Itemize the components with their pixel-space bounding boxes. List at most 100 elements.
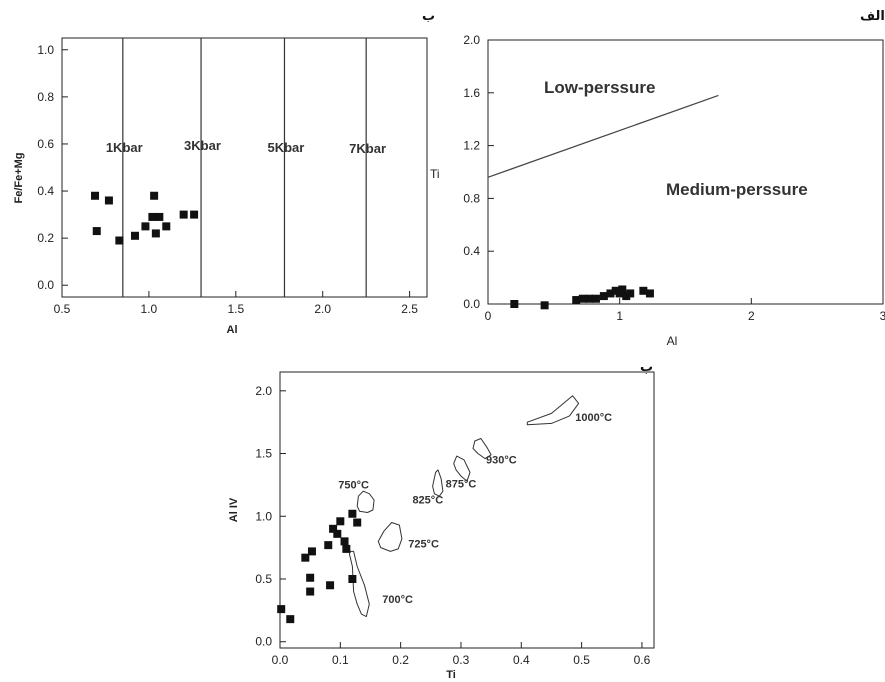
data-point — [151, 229, 160, 238]
temperature-label: 1000°C — [575, 412, 612, 424]
y-tick-label: 0.5 — [255, 572, 272, 586]
panel-ti-al: الف Low-perssure Medium-perssure 0 1 2 3 0.… — [430, 9, 885, 348]
x-tick-label: 1.5 — [227, 302, 244, 316]
panel-letter: الف — [860, 9, 885, 24]
data-point — [333, 529, 342, 538]
y-tick-label: 0.8 — [463, 191, 480, 205]
x-axis-label: Al — [227, 324, 238, 336]
region-label-medium: Medium-perssure — [666, 180, 808, 199]
data-point — [162, 222, 171, 231]
x-axis-label: Ti — [446, 669, 456, 681]
data-point — [91, 191, 100, 200]
y-tick-label: 0.2 — [37, 231, 54, 245]
data-point — [599, 292, 608, 301]
x-tick-label: 0 — [485, 309, 492, 323]
data-point — [179, 210, 188, 219]
x-tick-label: 2.0 — [314, 302, 331, 316]
panel-letter: ب — [422, 9, 435, 24]
x-tick-label: 2.5 — [401, 302, 418, 316]
data-point — [606, 289, 615, 298]
x-tick-label: 0.1 — [332, 653, 349, 667]
temperature-label: 930°C — [486, 455, 517, 467]
data-point — [618, 285, 627, 294]
temperature-label: 700°C — [382, 594, 413, 606]
temperature-label: 725°C — [408, 539, 439, 551]
data-point — [348, 509, 357, 518]
data-point — [329, 524, 338, 533]
x-tick-label: 0.4 — [513, 653, 530, 667]
data-point — [306, 573, 315, 582]
data-point — [148, 212, 157, 221]
data-point — [336, 517, 345, 526]
data-point — [190, 210, 199, 219]
isobar-label: 3Kbar — [184, 138, 221, 153]
y-tick-label: 1.6 — [463, 86, 480, 100]
y-tick-label: 2.0 — [463, 33, 480, 47]
data-point — [92, 227, 101, 236]
temperature-label: 825°C — [412, 495, 443, 507]
data-point — [324, 541, 333, 550]
temperature-field-outline — [432, 469, 444, 497]
y-tick-label: 2.0 — [255, 384, 272, 398]
data-point — [540, 301, 549, 310]
x-axis-label: Al — [667, 334, 678, 348]
data-point — [306, 587, 315, 596]
y-tick-label: 0.6 — [37, 137, 54, 151]
data-point — [639, 286, 648, 295]
x-tick-label: 0.3 — [453, 653, 470, 667]
isobar-label: 1Kbar — [106, 140, 143, 155]
data-point — [141, 222, 150, 231]
data-point — [572, 296, 581, 305]
data-point — [578, 294, 587, 303]
x-tick-label: 1.0 — [141, 302, 158, 316]
y-tick-label: 0.0 — [463, 297, 480, 311]
data-point — [585, 294, 594, 303]
y-tick-label: 0.8 — [37, 90, 54, 104]
data-point — [342, 544, 351, 553]
x-tick-label: 0.5 — [573, 653, 590, 667]
temperature-field-outline — [526, 395, 580, 426]
data-point — [286, 615, 295, 624]
data-point — [510, 300, 519, 308]
data-point — [353, 518, 362, 527]
y-tick-label: 0.4 — [37, 184, 54, 198]
x-tick-label: 0.6 — [634, 653, 651, 667]
data-point — [645, 289, 654, 298]
data-point — [626, 289, 635, 298]
x-tick-label: 0.0 — [272, 653, 289, 667]
isobar-label: 5Kbar — [267, 140, 304, 155]
data-point — [307, 547, 316, 556]
isobar-label: 7Kbar — [349, 141, 386, 156]
y-tick-label: 0.0 — [255, 635, 272, 649]
pressure-boundary-line — [487, 94, 719, 178]
y-axis-label: Al IV — [228, 497, 240, 522]
y-tick-label: 1.2 — [463, 139, 480, 153]
x-tick-label: 1 — [616, 309, 623, 323]
temperature-field-outline — [377, 522, 403, 552]
temperature-field-outline — [348, 550, 370, 618]
y-tick-label: 0.0 — [37, 278, 54, 292]
data-point — [348, 575, 357, 583]
plot-frame — [487, 39, 884, 305]
plot-frame — [279, 371, 655, 649]
panel-letter: پ — [640, 360, 653, 375]
data-point — [340, 537, 349, 546]
x-tick-label: 0.5 — [54, 302, 71, 316]
y-tick-label: 0.4 — [463, 244, 480, 258]
data-point — [591, 294, 600, 303]
data-point — [150, 191, 159, 200]
panel-pressure-fe-al: ب 1Kbar 3Kbar 5Kbar 7Kbar 0.5 1.0 1.5 2.0 2.5 0… — [13, 9, 435, 336]
data-point — [131, 231, 139, 240]
region-label-low: Low-perssure — [544, 78, 655, 97]
y-axis-label: Fe/Fe+Mg — [13, 152, 25, 203]
data-point — [301, 553, 310, 562]
data-point — [326, 581, 335, 590]
temperature-field-outline — [453, 455, 471, 482]
temperature-field-outline — [472, 438, 492, 460]
data-point — [104, 196, 113, 205]
y-axis-label: Ti — [430, 167, 440, 181]
plot-frame — [61, 37, 428, 298]
x-tick-label: 3 — [880, 309, 885, 323]
